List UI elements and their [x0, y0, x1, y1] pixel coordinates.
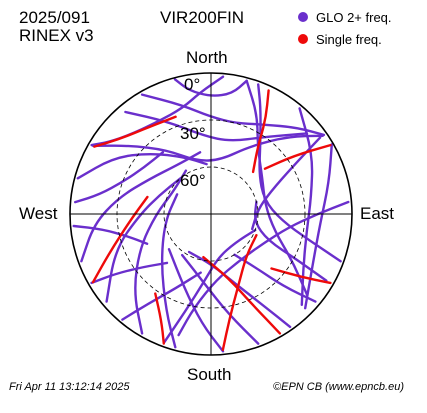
glo-track-4	[245, 79, 309, 296]
rinex-version: RINEX v3	[19, 26, 94, 45]
glo-track-13	[187, 250, 292, 329]
single-freq-track-2	[202, 256, 282, 335]
south-label: South	[187, 365, 232, 384]
glo-track-0	[140, 93, 326, 137]
elevation-label-0: 0°	[184, 75, 201, 94]
single-freq-track-0	[251, 89, 270, 174]
single-freq-track-4	[93, 115, 177, 148]
legend-glo-label: GLO 2+ freq.	[316, 9, 392, 25]
footer-credit: ©EPN CB (www.epncb.eu)	[273, 381, 404, 393]
glo-track-2	[91, 134, 324, 162]
legend-single-marker	[298, 34, 308, 44]
footer-timestamp: Fri Apr 11 13:12:14 2025	[9, 381, 130, 393]
single-freq-track-5	[221, 234, 258, 351]
glo-track-25	[177, 200, 350, 337]
legend-item-single: Single freq.	[298, 28, 392, 50]
glo-track-9	[134, 169, 188, 335]
glo-track-19	[90, 261, 169, 285]
glo-track-14	[233, 253, 317, 303]
single-freq-track-6	[270, 267, 332, 285]
glo-track-8	[105, 176, 182, 303]
legend: GLO 2+ freq. Single freq.	[298, 6, 392, 50]
glo-track-10	[160, 193, 179, 349]
single-freq-track-7	[154, 292, 165, 345]
station-name: VIR200FIN	[160, 8, 245, 27]
glo-track-11	[167, 248, 225, 353]
glo-track-12	[181, 253, 260, 345]
glo-track-18	[121, 271, 202, 321]
glo-track-24	[251, 136, 322, 231]
glo-track-3	[76, 152, 208, 180]
glo-track-21	[74, 151, 164, 204]
legend-item-glo: GLO 2+ freq.	[298, 6, 392, 28]
legend-glo-marker	[298, 12, 308, 22]
single-freq-track-1	[263, 143, 332, 170]
west-label: West	[19, 204, 58, 223]
glo-track-17	[163, 228, 257, 344]
glo-track-7	[80, 151, 202, 263]
glo-track-6	[304, 143, 333, 310]
north-label: North	[186, 48, 228, 67]
legend-single-label: Single freq.	[316, 31, 382, 47]
elevation-label-30: 30°	[180, 124, 206, 143]
glo-track-20	[72, 224, 149, 245]
elevation-label-60: 60°	[180, 171, 206, 190]
glo-track-16	[257, 83, 342, 263]
date-code: 2025/091	[19, 8, 90, 27]
east-label: East	[360, 204, 395, 223]
